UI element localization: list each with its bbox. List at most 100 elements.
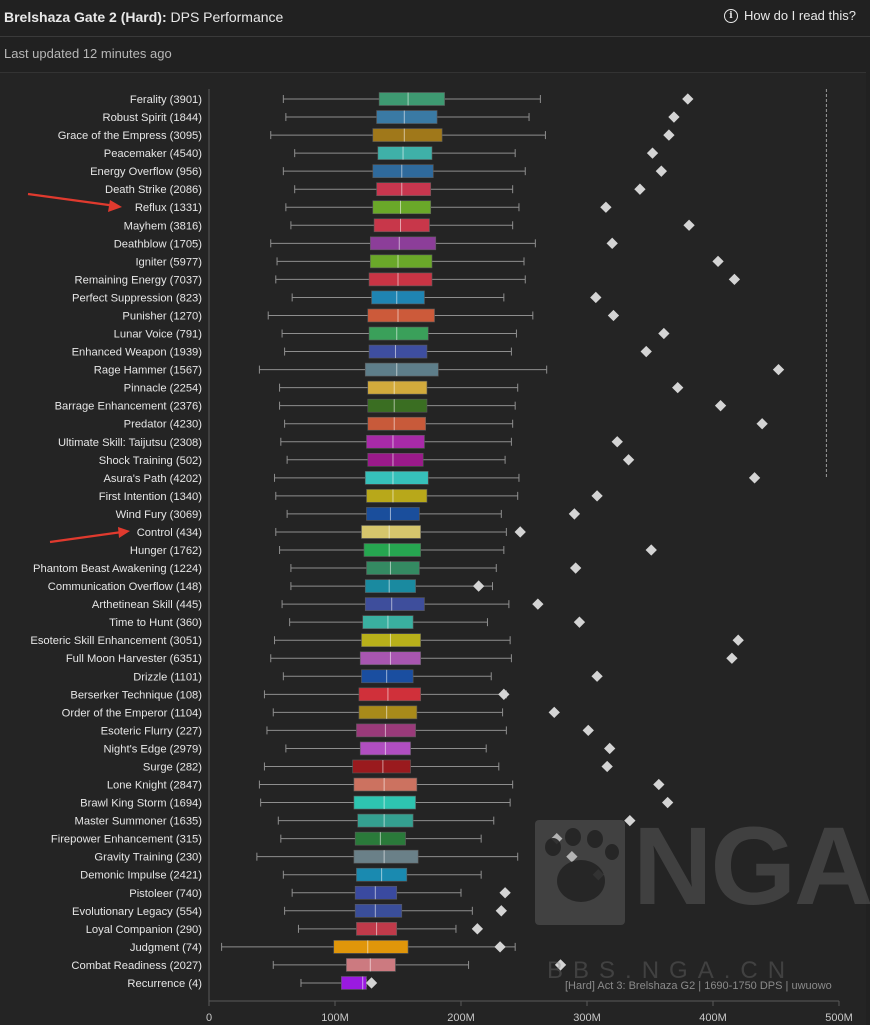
help-link[interactable]: i How do I read this?: [723, 8, 856, 23]
category-label: Loyal Companion (290): [86, 924, 203, 936]
category-label: Drizzle (1101): [133, 671, 202, 683]
category-label: Judgment (74): [130, 942, 202, 954]
category-label: Brawl King Storm (1694): [80, 798, 202, 810]
outlier-point: [732, 634, 744, 646]
iqr-box: [367, 308, 435, 323]
outlier-point: [668, 111, 680, 123]
iqr-box: [372, 128, 443, 142]
category-label: First Intention (1340): [99, 491, 202, 503]
iqr-box: [354, 885, 398, 900]
category-label: Robust Spirit (1844): [103, 112, 203, 124]
outlier-point: [514, 526, 526, 538]
iqr-box: [346, 958, 396, 972]
iqr-box: [353, 849, 419, 864]
outlier-point: [582, 724, 594, 737]
category-label: Arthetinean Skill (445): [92, 599, 202, 611]
iqr-box: [367, 380, 428, 395]
outlier-point: [592, 869, 604, 881]
outlier-point: [601, 760, 613, 773]
outlier-point: [591, 490, 603, 502]
category-label: Master Summoner (1635): [75, 816, 203, 828]
chart-panel: [0, 72, 866, 1025]
outlier-point: [471, 923, 484, 935]
outlier-point: [606, 237, 618, 249]
iqr-box: [366, 434, 425, 449]
info-icon: i: [723, 8, 738, 23]
category-label: Pinnacle (2254): [124, 383, 203, 395]
category-label: Evolutionary Legacy (554): [72, 906, 202, 918]
category-label: Energy Overflow (956): [90, 166, 202, 178]
category-label: Surge (282): [143, 761, 202, 773]
x-tick-label: 0: [206, 1012, 212, 1024]
outlier-point: [661, 796, 674, 809]
category-label: Igniter (5977): [135, 256, 202, 268]
category-label: Order of the Emperor (1104): [62, 707, 203, 719]
iqr-box: [356, 723, 416, 738]
title-metric: DPS Performance: [170, 9, 284, 25]
outlier-point: [554, 959, 567, 971]
category-label: Recurrence (4): [127, 978, 202, 990]
iqr-box: [357, 813, 414, 828]
box-plot-chart: 0 100M 200M 300M 400M 500M Ferality (3901) Robu…: [30, 89, 853, 1024]
iqr-box: [364, 362, 439, 377]
outlier-point: [591, 670, 603, 682]
category-label: Asura's Path (4202): [103, 473, 202, 485]
outlier-point: [600, 201, 612, 213]
outlier-point: [548, 706, 560, 719]
iqr-box: [366, 489, 428, 503]
outlier-point: [551, 832, 563, 845]
category-label: Mayhem (3816): [124, 220, 203, 232]
outlier-point: [472, 580, 485, 592]
category-label: Gravity Training (230): [94, 852, 202, 864]
category-label: Esoteric Flurry (227): [101, 725, 203, 737]
red-arrow-control: [49, 527, 130, 544]
category-label: Shock Training (502): [99, 455, 203, 467]
iqr-box: [354, 903, 403, 918]
category-label: Deathblow (1705): [114, 238, 203, 250]
iqr-box: [361, 669, 414, 684]
category-label: Pistoleer (740): [129, 888, 202, 900]
iqr-box: [353, 795, 416, 810]
outlier-point: [682, 93, 694, 105]
category-label: Lone Knight (2847): [107, 780, 202, 792]
title-raid: Brelshaza Gate 2 (Hard):: [4, 9, 167, 25]
iqr-box: [361, 525, 421, 539]
outlier-point: [646, 147, 659, 159]
chart-caption: [Hard] Act 3: Brelshaza G2 | 1690-1750 D…: [565, 980, 832, 992]
iqr-box: [376, 110, 438, 124]
x-tick-label: 400M: [699, 1012, 727, 1024]
outlier-point: [365, 977, 378, 989]
iqr-box: [369, 236, 437, 251]
outlier-point: [624, 814, 636, 827]
iqr-box: [364, 579, 416, 593]
outlier-point: [728, 273, 741, 286]
iqr-box: [358, 705, 418, 720]
iqr-box: [368, 272, 433, 287]
iqr-box: [352, 759, 411, 774]
category-label: Death Strike (2086): [105, 184, 202, 196]
header-bar: Brelshaza Gate 2 (Hard): DPS Performance…: [0, 0, 870, 37]
iqr-box: [368, 326, 429, 341]
iqr-box: [333, 940, 409, 954]
outlier-point: [645, 544, 657, 556]
iqr-box: [367, 398, 428, 413]
category-label: Remaining Energy (7037): [75, 274, 203, 286]
outlier-point: [498, 688, 510, 700]
outlier-point: [499, 887, 511, 899]
last-updated: Last updated 12 minutes ago: [4, 46, 172, 61]
iqr-box: [353, 777, 418, 792]
category-label: Reflux (1331): [135, 202, 202, 214]
category-label: Enhanced Weapon (1939): [72, 347, 203, 359]
outlier-point: [494, 941, 506, 953]
outlier-point: [590, 291, 602, 304]
iqr-box: [367, 452, 424, 467]
category-label: Barrage Enhancement (2376): [55, 401, 203, 413]
iqr-box: [372, 164, 434, 178]
outlier-point: [653, 778, 665, 791]
iqr-box: [369, 254, 433, 269]
outlier-point: [658, 327, 670, 340]
iqr-box: [368, 344, 428, 359]
outlier-point: [672, 381, 684, 394]
category-label: Full Moon Harvester (6351): [66, 653, 202, 665]
outlier-point: [772, 363, 785, 376]
